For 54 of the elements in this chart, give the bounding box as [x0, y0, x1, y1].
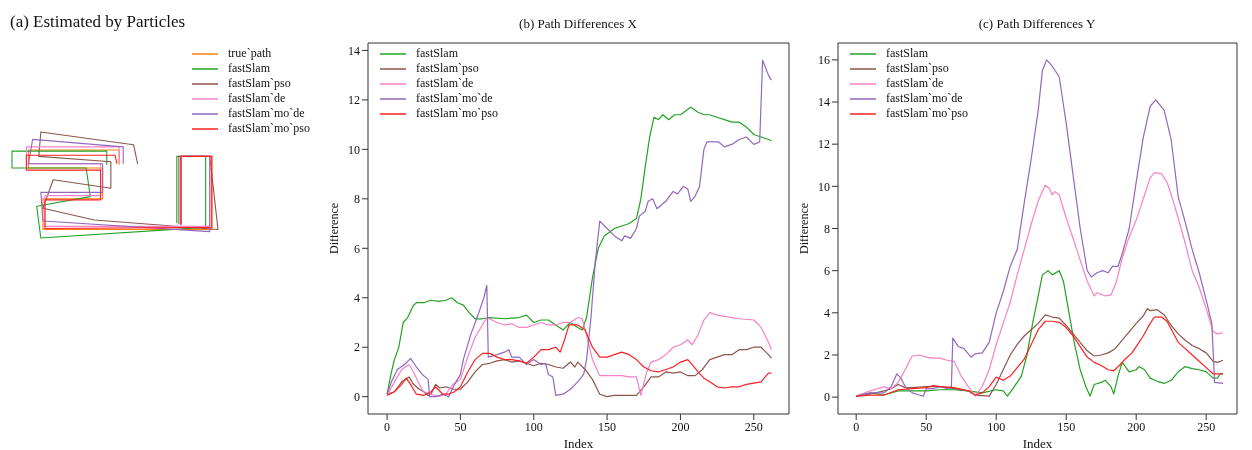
- y-tick-label: 6: [354, 241, 360, 256]
- x-axis-title: Index: [1022, 436, 1053, 450]
- x-tick-label: 200: [1127, 419, 1146, 434]
- x-tick-label: 50: [920, 419, 933, 434]
- legend-label: fastSlam`mo`pso: [228, 121, 310, 136]
- y-tick-label: 2: [354, 340, 360, 355]
- chart-title: (b) Path Differences X: [518, 16, 638, 32]
- x-tick-label: 250: [1197, 419, 1216, 434]
- legend-label: fastSlam`mo`pso: [886, 106, 968, 121]
- y-tick-label: 10: [348, 142, 360, 157]
- y-tick-label: 12: [348, 93, 360, 108]
- y-tick-label: 6: [824, 263, 830, 278]
- legend-label: fastSlam`de: [416, 76, 474, 91]
- y-tick-label: 14: [348, 43, 360, 58]
- legend-label: fastSlam`de: [228, 91, 286, 106]
- y-axis-title: Difference: [797, 202, 812, 255]
- y-tick-label: 0: [824, 390, 830, 405]
- y-tick-label: 8: [354, 192, 360, 207]
- legend-label: fastSlam`pso: [416, 61, 479, 76]
- y-tick-label: 2: [824, 348, 830, 363]
- x-tick-label: 0: [384, 419, 391, 434]
- x-tick-label: 100: [524, 419, 543, 434]
- legend-label: fastSlam`de: [886, 76, 944, 91]
- x-tick-label: 200: [671, 419, 690, 434]
- line-series: [386, 311, 772, 398]
- legend-label: fastSlam`pso: [228, 76, 291, 91]
- x-axis-title: Index: [563, 436, 594, 450]
- y-tick-label: 0: [354, 389, 360, 404]
- x-tick-label: 0: [853, 419, 860, 434]
- legend-label: fastSlam: [416, 46, 458, 61]
- legend-label: fastSlam`mo`de: [416, 91, 493, 106]
- y-tick-label: 14: [818, 95, 830, 110]
- y-tick-label: 10: [818, 179, 830, 194]
- x-tick-label: 250: [744, 419, 763, 434]
- x-tick-label: 50: [454, 419, 467, 434]
- legend-label: fastSlam: [886, 46, 928, 61]
- x-tick-label: 100: [987, 419, 1006, 434]
- legend-label: fastSlam`mo`de: [886, 91, 963, 106]
- legend-label: true`path: [228, 46, 272, 61]
- y-tick-label: 8: [824, 221, 830, 236]
- legend-label: fastSlam: [228, 61, 270, 76]
- y-tick-label: 4: [354, 291, 360, 306]
- y-tick-label: 12: [818, 137, 830, 152]
- y-axis-title: Difference: [327, 202, 342, 255]
- legend-label: fastSlam`mo`pso: [416, 106, 498, 121]
- chart-title: (c) Path Differences Y: [977, 16, 1097, 32]
- y-tick-label: 4: [824, 306, 830, 321]
- legend-label: fastSlam`pso: [886, 61, 949, 76]
- text: (a) Estimated by Particles: [10, 12, 186, 32]
- x-tick-label: 150: [1057, 419, 1076, 434]
- y-tick-label: 16: [818, 53, 830, 68]
- legend-label: fastSlam`mo`de: [228, 106, 305, 121]
- line-series: [386, 324, 772, 397]
- x-tick-label: 150: [598, 419, 617, 434]
